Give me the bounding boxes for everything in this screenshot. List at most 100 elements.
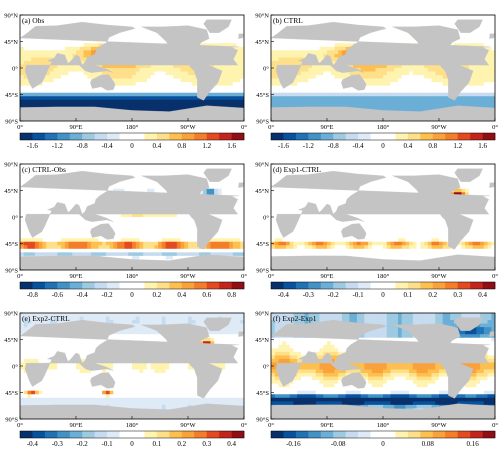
heatmap-cell xyxy=(390,82,395,87)
heatmap-cell xyxy=(49,227,54,232)
colorbar-swatch xyxy=(470,133,483,140)
heatmap-cell xyxy=(161,71,166,76)
colorbar-tick-label: -0.4 xyxy=(353,142,365,150)
heatmap-cell xyxy=(442,85,447,90)
heatmap-cell xyxy=(401,75,406,79)
heatmap-cell xyxy=(394,85,399,90)
heatmap-cell xyxy=(57,85,62,90)
heatmap-cell xyxy=(297,78,302,83)
heatmap-cell xyxy=(323,68,328,72)
heatmap-cell xyxy=(34,99,40,104)
heatmap-cell xyxy=(379,106,384,111)
heatmap-cell xyxy=(109,103,114,108)
heatmap-cell xyxy=(312,18,317,23)
heatmap-cell xyxy=(87,103,92,108)
heatmap-cell xyxy=(79,82,84,87)
heatmap-cell xyxy=(135,75,140,79)
heatmap-cell xyxy=(229,36,234,41)
heatmap-cell xyxy=(169,85,174,90)
colorbar-swatch xyxy=(20,133,33,140)
colorbar-tick-label: 0.4 xyxy=(153,142,162,150)
heatmap-cell xyxy=(135,29,140,34)
heatmap-cell xyxy=(135,36,140,41)
heatmap-cell xyxy=(90,195,96,200)
heatmap-cell xyxy=(360,18,365,23)
heatmap-cell xyxy=(345,15,350,19)
heatmap-cell xyxy=(236,213,241,218)
heatmap-cell xyxy=(165,75,170,79)
heatmap-cell xyxy=(240,206,244,211)
heatmap-cell xyxy=(289,103,294,108)
heatmap-cell xyxy=(341,99,347,104)
heatmap-cell xyxy=(117,171,122,175)
heatmap-cell xyxy=(184,231,189,236)
heatmap-cell xyxy=(217,78,222,83)
heatmap-cell xyxy=(416,22,421,26)
heatmap-cell xyxy=(289,82,294,87)
heatmap-cell xyxy=(31,167,36,172)
heatmap-cell xyxy=(98,85,103,90)
heatmap-cell xyxy=(312,78,317,83)
heatmap-cell xyxy=(72,68,77,72)
heatmap-cell xyxy=(221,85,226,90)
heatmap-cell xyxy=(68,188,73,193)
heatmap-cell xyxy=(94,164,99,168)
heatmap-cell xyxy=(465,99,470,104)
heatmap-cell xyxy=(446,103,451,108)
heatmap-cell xyxy=(132,64,137,69)
heatmap-cell xyxy=(143,75,148,79)
heatmap-cell xyxy=(176,167,181,172)
heatmap-cell xyxy=(461,103,466,108)
heatmap-cell xyxy=(327,71,332,76)
heatmap-cell xyxy=(191,234,196,239)
heatmap-cell xyxy=(87,231,92,236)
heatmap-cell xyxy=(427,99,432,104)
heatmap-cell xyxy=(394,75,399,79)
heatmap-cell xyxy=(161,15,166,19)
heatmap-cell xyxy=(98,92,103,97)
heatmap-cell xyxy=(297,82,302,87)
heatmap-cell xyxy=(31,43,36,48)
heatmap-cell xyxy=(64,68,69,72)
heatmap-cell xyxy=(461,36,466,41)
heatmap-cell xyxy=(236,46,241,51)
heatmap-cell xyxy=(61,68,66,72)
heatmap-cell xyxy=(188,15,193,19)
heatmap-cell xyxy=(102,164,107,168)
heatmap-cell xyxy=(53,213,58,218)
heatmap-cell xyxy=(173,71,178,76)
heatmap-cell xyxy=(379,92,384,97)
heatmap-cell xyxy=(176,213,181,218)
heatmap-cell xyxy=(383,89,388,94)
heatmap-cell xyxy=(210,188,215,193)
heatmap-cell xyxy=(214,185,219,190)
heatmap-cell xyxy=(150,92,155,97)
heatmap-cell xyxy=(109,96,114,101)
heatmap-cell xyxy=(297,46,302,51)
heatmap-cell xyxy=(139,82,144,87)
heatmap-cell xyxy=(135,227,140,232)
heatmap-cell xyxy=(46,217,51,221)
heatmap-cell xyxy=(427,85,432,90)
heatmap-cell xyxy=(64,89,69,94)
heatmap-cell xyxy=(34,195,40,200)
heatmap-cell xyxy=(53,164,58,168)
heatmap-cell xyxy=(446,22,451,26)
heatmap-cell xyxy=(38,85,43,90)
heatmap-cell xyxy=(158,22,163,26)
heatmap-cell xyxy=(439,22,444,26)
heatmap-cell xyxy=(158,224,163,228)
heatmap-cell xyxy=(143,231,148,236)
heatmap-cell xyxy=(76,82,81,87)
heatmap-cell xyxy=(472,78,477,83)
heatmap-cell xyxy=(271,85,276,90)
heatmap-cell xyxy=(386,99,391,104)
heatmap-cell xyxy=(435,22,440,26)
heatmap-cell xyxy=(225,188,230,193)
heatmap-cell xyxy=(34,164,40,168)
heatmap-cell xyxy=(49,39,54,44)
heatmap-cell xyxy=(379,99,384,104)
heatmap-cell xyxy=(334,92,339,97)
heatmap-cell xyxy=(23,18,28,23)
heatmap-cell xyxy=(221,96,226,101)
